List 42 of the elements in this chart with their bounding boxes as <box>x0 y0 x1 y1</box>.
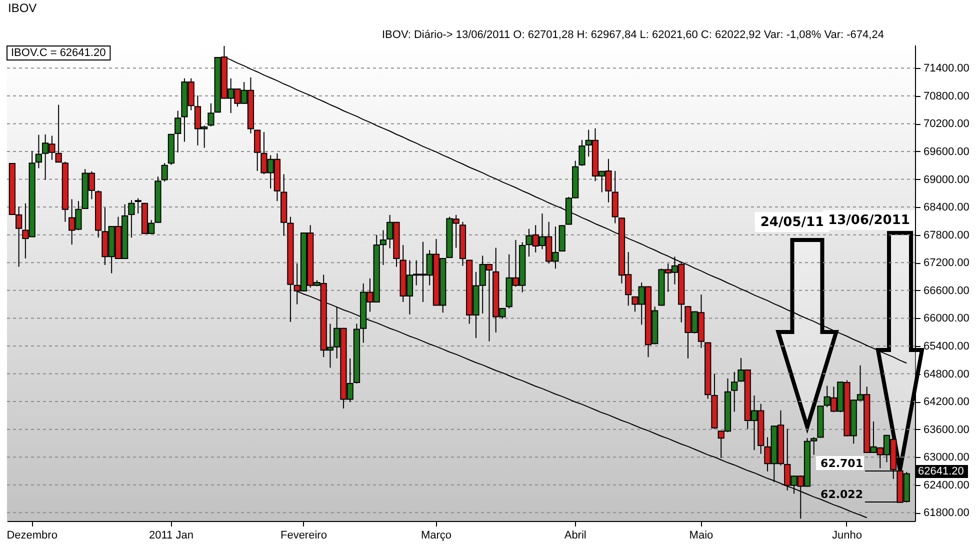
x-tick-label: 2011 Jan <box>148 530 194 542</box>
y-tick-label: 61800.00 <box>924 507 970 520</box>
y-tick-label: 63000.00 <box>924 452 970 464</box>
y-tick-label: 66600.00 <box>924 284 970 297</box>
annotation: IBOV.C = 62641.20 <box>11 47 106 59</box>
y-tick-label: 63600.00 <box>924 424 970 436</box>
candlestick <box>128 200 135 238</box>
x-tick-label: Junho <box>832 530 862 542</box>
y-tick-label: 71400.00 <box>924 62 970 75</box>
candlestick <box>55 104 62 163</box>
y-tick-label: 69600.00 <box>924 146 970 158</box>
y-tick-label: 67800.00 <box>924 229 970 242</box>
candlestick <box>731 371 738 412</box>
x-tick-label: Março <box>420 530 452 542</box>
annotation: 62.701 <box>820 457 863 470</box>
y-tick-label: 66000.00 <box>924 312 970 325</box>
y-tick-label: 65400.00 <box>924 340 970 352</box>
candlestick <box>174 110 182 153</box>
candlestick <box>254 129 261 172</box>
y-tick-label: 68400.00 <box>924 202 970 214</box>
candlestick <box>578 139 586 166</box>
y-tick-label: 64800.00 <box>924 368 970 380</box>
candlestick <box>35 134 42 169</box>
candlestick <box>134 198 142 214</box>
candlestick <box>208 102 214 127</box>
x-tick-label: Abril <box>564 530 586 542</box>
x-tick-label: Dezembro <box>6 530 58 542</box>
chart-subtitle: IBOV: Diário-> 13/06/2011 O: 62701,28 H: 62967,84 L: 62021,60 C: 62022,92 Var: -1,08% Var: -674,24 <box>382 29 884 41</box>
y-tick-label: 70800.00 <box>924 90 970 102</box>
annotation: 13/06/2011 <box>828 213 910 228</box>
y-tick-label: 64200.00 <box>924 396 970 408</box>
y-tick-label: 62400.00 <box>924 479 970 492</box>
x-tick-label: Fevereiro <box>280 530 327 542</box>
y-tick-label: 67200.00 <box>924 257 970 270</box>
y-tick-label: 70200.00 <box>924 118 970 130</box>
annotation: 62.022 <box>820 488 863 501</box>
y-tick-label: 69000.00 <box>924 174 970 186</box>
chart-title: IBOV <box>8 1 37 15</box>
text: 62641.20 <box>918 466 964 478</box>
x-tick-label: Maio <box>689 530 714 542</box>
annotation: 24/05/11 <box>760 215 824 230</box>
candlestick <box>161 162 168 182</box>
